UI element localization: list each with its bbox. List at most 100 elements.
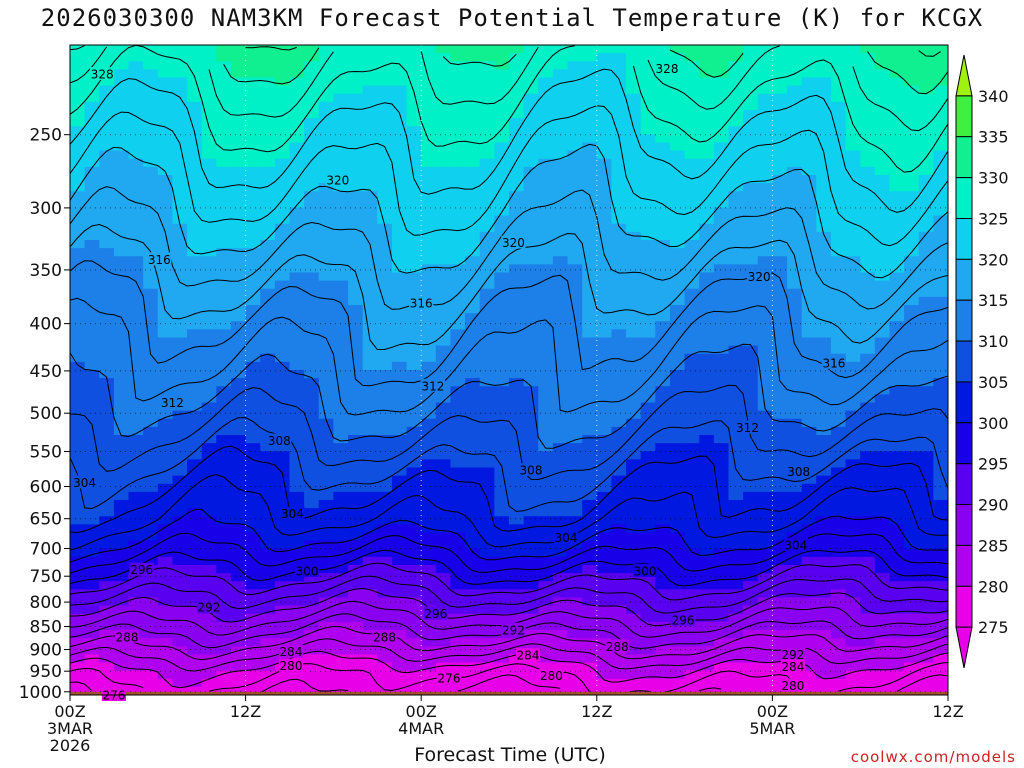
heat-cell — [611, 93, 627, 103]
contour-label-bg — [747, 269, 772, 283]
heat-cell — [245, 621, 261, 631]
heat-cell — [494, 483, 510, 493]
ground-fill — [70, 691, 948, 695]
heat-cell — [655, 313, 671, 322]
heat-cell — [318, 110, 334, 119]
heat-cell — [99, 508, 115, 517]
heat-cell — [567, 459, 583, 469]
heat-cell — [713, 491, 730, 501]
heat-cell — [918, 166, 934, 176]
heat-cell — [699, 402, 715, 412]
heat-cell — [318, 45, 334, 54]
heat-cell — [333, 329, 349, 339]
heat-cell — [289, 345, 305, 355]
heat-cell — [172, 426, 188, 436]
heat-cell — [845, 361, 861, 371]
heat-cell — [99, 597, 115, 607]
heat-cell — [874, 175, 891, 184]
heat-cell — [582, 215, 598, 225]
heat-cell — [626, 386, 642, 395]
heat-cell — [713, 110, 730, 119]
heat-cell — [713, 288, 730, 298]
heat-cell — [479, 548, 495, 558]
heat-cell — [113, 361, 130, 371]
heat-cell — [728, 110, 744, 119]
heat-cell — [801, 621, 817, 631]
heat-cell — [348, 215, 364, 225]
heat-cell — [699, 183, 715, 192]
heat-cell — [304, 240, 320, 249]
heat-cell — [845, 345, 861, 355]
heat-cell — [230, 150, 247, 160]
heat-cell — [157, 240, 174, 249]
heat-cell — [318, 126, 334, 135]
heat-cell — [245, 142, 261, 152]
heat-cell — [201, 256, 217, 265]
heat-cell — [245, 77, 261, 87]
heat-cell — [99, 142, 115, 152]
heat-cell — [274, 540, 291, 550]
heat-cell — [70, 435, 86, 444]
heat-cell — [669, 459, 686, 469]
heat-cell — [713, 142, 730, 152]
heat-cell — [772, 353, 788, 363]
heat-cell — [377, 45, 393, 54]
heat-cell — [230, 508, 247, 517]
heat-cell — [289, 386, 305, 395]
heat-cell — [699, 670, 715, 680]
heat-cell — [421, 240, 437, 249]
heat-cell — [757, 613, 773, 623]
heat-cell — [113, 597, 130, 607]
heat-cell — [845, 134, 861, 144]
heat-cell — [830, 386, 847, 395]
heat-cell — [421, 630, 437, 639]
heat-cell — [757, 296, 773, 306]
heat-cell — [669, 524, 686, 534]
heat-cell — [435, 256, 452, 265]
heat-cell — [274, 85, 291, 95]
heat-cell — [304, 370, 320, 379]
heat-cell — [143, 199, 159, 209]
heat-cell — [845, 573, 861, 582]
heat-cell — [830, 69, 847, 79]
heat-cell — [172, 61, 188, 70]
heat-cell — [655, 500, 671, 509]
heat-cell — [99, 475, 115, 485]
heat-cell — [523, 678, 539, 688]
heat-cell — [304, 662, 320, 672]
y-tick-label: 250 — [30, 126, 62, 146]
heat-cell — [816, 540, 832, 550]
heat-cell — [845, 678, 861, 688]
heat-cell — [918, 288, 934, 298]
heat-cell — [626, 475, 642, 485]
heat-cell — [99, 175, 115, 184]
heat-cell — [304, 451, 320, 460]
heat-cell — [377, 150, 393, 160]
heat-cell — [611, 110, 627, 119]
heat-cell — [728, 337, 744, 347]
heat-cell — [245, 280, 261, 290]
heat-cell — [187, 402, 203, 412]
heat-cell — [304, 589, 320, 599]
heat-cell — [509, 483, 525, 493]
heat-cell — [391, 646, 408, 655]
heat-cell — [787, 101, 803, 111]
heat-cell — [84, 110, 100, 119]
heat-cell — [333, 231, 349, 241]
heat-cell — [421, 61, 437, 70]
heat-cell — [479, 605, 495, 615]
heat-cell — [391, 199, 408, 209]
heat-cell — [157, 183, 174, 192]
heat-cell — [713, 85, 730, 95]
heat-cell — [538, 240, 554, 249]
heat-cell — [421, 264, 437, 274]
heat-cell — [830, 451, 847, 460]
heat-cell — [187, 199, 203, 209]
heat-cell — [260, 110, 276, 119]
heat-cell — [260, 126, 276, 135]
heat-cell — [465, 61, 481, 70]
heat-cell — [216, 613, 232, 623]
heat-cell — [772, 686, 788, 695]
heat-cell — [772, 166, 788, 176]
heat-cell — [640, 183, 656, 192]
